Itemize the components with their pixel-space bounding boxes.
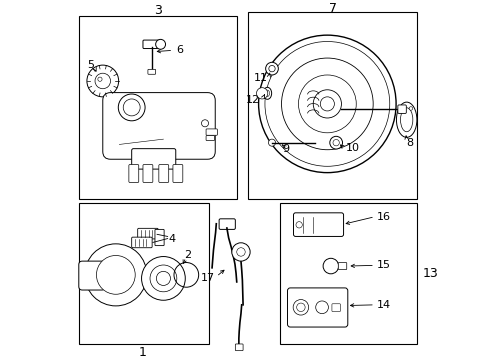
Ellipse shape <box>400 108 412 132</box>
Circle shape <box>258 35 395 173</box>
Circle shape <box>231 243 250 261</box>
Circle shape <box>150 265 177 292</box>
Text: 12: 12 <box>246 95 260 105</box>
Text: 7: 7 <box>328 2 336 15</box>
Circle shape <box>296 303 305 311</box>
Circle shape <box>323 258 338 274</box>
FancyBboxPatch shape <box>205 136 214 140</box>
Text: 11: 11 <box>253 73 267 83</box>
Circle shape <box>118 94 145 121</box>
Circle shape <box>141 257 185 300</box>
Text: 14: 14 <box>376 300 390 310</box>
FancyBboxPatch shape <box>293 213 343 237</box>
Circle shape <box>264 41 389 166</box>
Circle shape <box>320 97 334 111</box>
FancyBboxPatch shape <box>142 40 160 49</box>
FancyBboxPatch shape <box>287 288 347 327</box>
Bar <box>247 12 416 199</box>
Text: 5: 5 <box>87 60 95 70</box>
FancyBboxPatch shape <box>138 228 158 239</box>
Bar <box>79 203 209 343</box>
Text: 2: 2 <box>184 251 191 261</box>
Circle shape <box>295 222 302 228</box>
Circle shape <box>265 62 278 75</box>
Ellipse shape <box>396 102 416 138</box>
Circle shape <box>268 66 275 72</box>
FancyBboxPatch shape <box>131 149 175 169</box>
FancyBboxPatch shape <box>129 165 139 183</box>
Text: 3: 3 <box>154 4 162 17</box>
Text: 6: 6 <box>175 45 183 55</box>
FancyBboxPatch shape <box>219 219 235 229</box>
Circle shape <box>281 58 372 150</box>
Bar <box>279 203 416 343</box>
FancyBboxPatch shape <box>338 262 346 270</box>
FancyBboxPatch shape <box>142 165 153 183</box>
Circle shape <box>84 244 146 306</box>
Circle shape <box>268 139 275 146</box>
FancyBboxPatch shape <box>102 93 215 159</box>
Circle shape <box>96 256 135 294</box>
Text: 17: 17 <box>200 273 214 283</box>
FancyBboxPatch shape <box>155 229 164 246</box>
Circle shape <box>155 39 165 49</box>
Bar <box>79 16 237 199</box>
Ellipse shape <box>263 87 271 99</box>
Circle shape <box>201 120 208 127</box>
Circle shape <box>315 301 328 314</box>
FancyBboxPatch shape <box>173 165 183 183</box>
Circle shape <box>313 90 341 118</box>
Text: 10: 10 <box>346 143 359 153</box>
Circle shape <box>408 107 412 110</box>
Circle shape <box>256 88 267 99</box>
FancyBboxPatch shape <box>235 344 243 351</box>
Text: 4: 4 <box>168 234 176 244</box>
Text: 9: 9 <box>282 144 289 154</box>
Ellipse shape <box>265 90 269 96</box>
Text: 8: 8 <box>405 138 412 148</box>
Text: 16: 16 <box>376 212 390 222</box>
Text: 15: 15 <box>376 260 390 270</box>
Circle shape <box>332 139 339 146</box>
FancyBboxPatch shape <box>159 165 168 183</box>
FancyBboxPatch shape <box>147 69 155 74</box>
Circle shape <box>298 75 356 133</box>
Circle shape <box>98 77 102 81</box>
Text: 13: 13 <box>422 267 437 280</box>
FancyBboxPatch shape <box>397 105 406 113</box>
Circle shape <box>156 271 170 285</box>
FancyBboxPatch shape <box>331 304 340 311</box>
FancyBboxPatch shape <box>79 261 105 290</box>
Circle shape <box>329 136 342 149</box>
Circle shape <box>292 300 308 315</box>
Circle shape <box>123 99 140 116</box>
Circle shape <box>87 65 119 97</box>
Circle shape <box>95 73 110 89</box>
FancyBboxPatch shape <box>205 129 217 135</box>
Text: 1: 1 <box>138 346 146 359</box>
FancyBboxPatch shape <box>131 237 152 248</box>
Circle shape <box>236 248 244 256</box>
